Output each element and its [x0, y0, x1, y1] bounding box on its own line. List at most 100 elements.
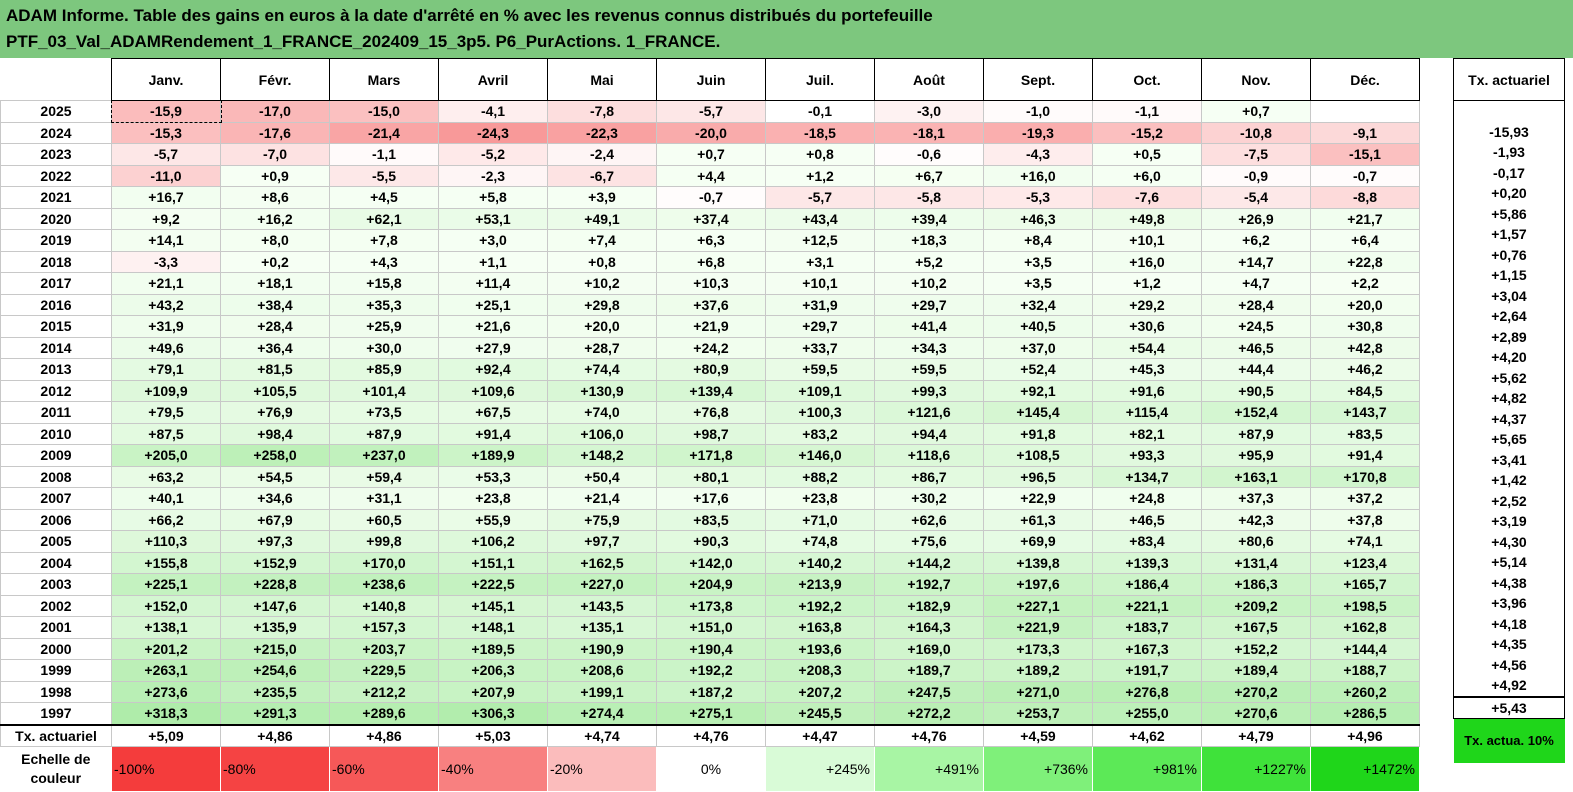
gain-cell[interactable]: +36,4 — [220, 336, 330, 359]
gain-cell[interactable]: +237,0 — [329, 444, 439, 467]
gain-cell[interactable]: -5,5 — [329, 164, 439, 187]
gain-cell[interactable]: +28,4 — [1201, 293, 1311, 316]
gain-cell[interactable]: -6,7 — [547, 164, 657, 187]
gain-cell[interactable]: +24,2 — [656, 336, 766, 359]
gain-cell[interactable]: +222,5 — [438, 573, 548, 596]
gain-cell[interactable]: +131,4 — [1201, 551, 1311, 574]
gain-cell[interactable]: +16,2 — [220, 207, 330, 230]
gain-cell[interactable]: +82,1 — [1092, 422, 1202, 445]
gain-cell[interactable]: -5,4 — [1201, 186, 1311, 209]
gain-cell[interactable]: +253,7 — [983, 702, 1093, 725]
gain-cell[interactable]: +93,3 — [1092, 444, 1202, 467]
gain-cell[interactable]: -7,6 — [1092, 186, 1202, 209]
gain-cell[interactable]: +55,9 — [438, 508, 548, 531]
gain-cell[interactable]: +238,6 — [329, 573, 439, 596]
gain-cell[interactable]: +62,6 — [874, 508, 984, 531]
gain-cell[interactable]: +28,7 — [547, 336, 657, 359]
gain-cell[interactable]: +43,4 — [765, 207, 875, 230]
gain-cell[interactable]: +199,1 — [547, 680, 657, 703]
gain-cell[interactable]: +260,2 — [1310, 680, 1420, 703]
gain-cell[interactable]: +16,0 — [1092, 250, 1202, 273]
gain-cell[interactable]: +255,0 — [1092, 702, 1202, 725]
gain-cell[interactable]: +31,9 — [111, 315, 221, 338]
gain-cell[interactable]: +169,0 — [874, 637, 984, 660]
gain-cell[interactable]: +121,6 — [874, 401, 984, 424]
gain-cell[interactable]: +18,1 — [220, 272, 330, 295]
gain-cell[interactable]: +2,2 — [1310, 272, 1420, 295]
gain-cell[interactable]: +0,8 — [765, 143, 875, 166]
gain-cell[interactable]: +167,3 — [1092, 637, 1202, 660]
gain-cell[interactable]: +183,7 — [1092, 616, 1202, 639]
gain-cell[interactable]: +22,8 — [1310, 250, 1420, 273]
gain-cell[interactable]: +59,4 — [329, 465, 439, 488]
gain-cell[interactable]: +24,8 — [1092, 487, 1202, 510]
gain-cell[interactable]: +83,5 — [1310, 422, 1420, 445]
gain-cell[interactable]: +31,9 — [765, 293, 875, 316]
gain-cell[interactable]: +73,5 — [329, 401, 439, 424]
gain-cell[interactable]: +32,4 — [983, 293, 1093, 316]
gain-cell[interactable]: +187,2 — [656, 680, 766, 703]
gain-cell[interactable]: -20,0 — [656, 121, 766, 144]
gain-cell[interactable]: -22,3 — [547, 121, 657, 144]
gain-cell[interactable]: +151,1 — [438, 551, 548, 574]
gain-cell[interactable]: +37,8 — [1310, 508, 1420, 531]
gain-cell[interactable]: +151,0 — [656, 616, 766, 639]
gain-cell[interactable]: +46,3 — [983, 207, 1093, 230]
gain-cell[interactable]: +30,2 — [874, 487, 984, 510]
gain-cell[interactable]: -19,3 — [983, 121, 1093, 144]
gain-cell[interactable]: +29,7 — [874, 293, 984, 316]
gain-cell[interactable]: +45,3 — [1092, 358, 1202, 381]
gain-cell[interactable]: +227,1 — [983, 594, 1093, 617]
gain-cell[interactable]: +109,6 — [438, 379, 548, 402]
gain-cell[interactable]: +142,0 — [656, 551, 766, 574]
gain-cell[interactable]: +162,5 — [547, 551, 657, 574]
gain-cell[interactable]: +87,9 — [329, 422, 439, 445]
gain-cell[interactable]: +135,1 — [547, 616, 657, 639]
gain-cell[interactable]: -8,8 — [1310, 186, 1420, 209]
gain-cell[interactable]: -3,0 — [874, 100, 984, 123]
gain-cell[interactable]: +97,7 — [547, 530, 657, 553]
gain-cell[interactable]: +50,4 — [547, 465, 657, 488]
gain-cell[interactable]: +29,8 — [547, 293, 657, 316]
gain-cell[interactable]: +147,6 — [220, 594, 330, 617]
gain-cell[interactable]: +0,7 — [1201, 100, 1311, 123]
gain-cell[interactable]: +291,3 — [220, 702, 330, 725]
gain-cell[interactable]: +306,3 — [438, 702, 548, 725]
gain-cell[interactable]: +25,1 — [438, 293, 548, 316]
gain-cell[interactable]: +12,5 — [765, 229, 875, 252]
gain-cell[interactable]: +162,8 — [1310, 616, 1420, 639]
gain-cell[interactable]: +29,7 — [765, 315, 875, 338]
gain-cell[interactable]: +26,9 — [1201, 207, 1311, 230]
gain-cell[interactable]: +30,6 — [1092, 315, 1202, 338]
gain-cell[interactable]: +98,4 — [220, 422, 330, 445]
gain-cell[interactable]: +95,9 — [1201, 444, 1311, 467]
gain-cell[interactable]: +101,4 — [329, 379, 439, 402]
gain-cell[interactable]: -7,8 — [547, 100, 657, 123]
gain-cell[interactable]: +74,4 — [547, 358, 657, 381]
gain-cell[interactable]: +221,1 — [1092, 594, 1202, 617]
gain-cell[interactable]: +221,9 — [983, 616, 1093, 639]
gain-cell[interactable]: +79,1 — [111, 358, 221, 381]
gain-cell[interactable]: +4,7 — [1201, 272, 1311, 295]
gain-cell[interactable]: -2,3 — [438, 164, 548, 187]
gain-cell[interactable]: +83,5 — [656, 508, 766, 531]
gain-cell[interactable]: +94,4 — [874, 422, 984, 445]
gain-cell[interactable]: -24,3 — [438, 121, 548, 144]
gain-cell[interactable]: +34,6 — [220, 487, 330, 510]
gain-cell[interactable]: +98,7 — [656, 422, 766, 445]
gain-cell[interactable]: +8,6 — [220, 186, 330, 209]
gain-cell[interactable]: +60,5 — [329, 508, 439, 531]
gain-cell[interactable]: +23,8 — [438, 487, 548, 510]
gain-cell[interactable]: +188,7 — [1310, 659, 1420, 682]
gain-cell[interactable]: +6,3 — [656, 229, 766, 252]
gain-cell[interactable]: +108,5 — [983, 444, 1093, 467]
gain-cell[interactable]: +6,8 — [656, 250, 766, 273]
gain-cell[interactable]: -5,2 — [438, 143, 548, 166]
gain-cell[interactable]: -21,4 — [329, 121, 439, 144]
gain-cell[interactable]: +35,3 — [329, 293, 439, 316]
gain-cell[interactable]: +91,4 — [438, 422, 548, 445]
gain-cell[interactable]: +37,0 — [983, 336, 1093, 359]
gain-cell[interactable]: +59,5 — [765, 358, 875, 381]
gain-cell[interactable]: +97,3 — [220, 530, 330, 553]
gain-cell[interactable]: +144,2 — [874, 551, 984, 574]
